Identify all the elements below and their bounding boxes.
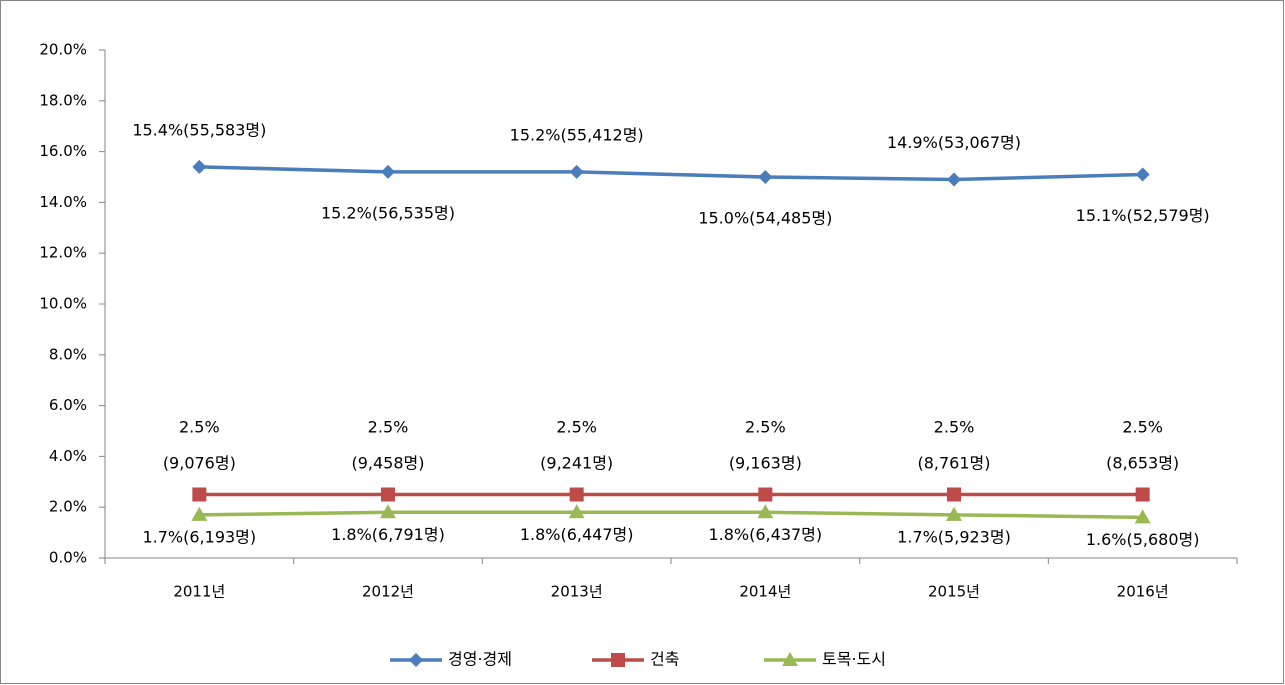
legend-marker — [611, 653, 625, 667]
series-line — [199, 510, 1143, 520]
y-tick-label: 4.0% — [49, 447, 87, 465]
data-label: 15.2%(56,535명) — [321, 203, 455, 222]
x-tick-label: 2011년 — [173, 583, 225, 601]
data-point — [946, 506, 962, 521]
x-tick-label: 2016년 — [1117, 583, 1169, 601]
data-label: 1.8%(6,437명) — [708, 525, 822, 544]
y-tick-label: 0.0% — [49, 549, 87, 567]
data-point — [568, 504, 585, 519]
y-tick-label: 12.0% — [39, 244, 87, 262]
data-label: 2.5% (9,076명) — [163, 417, 236, 472]
data-label: 1.7%(5,923명) — [897, 527, 1011, 546]
x-tick-label: 2013년 — [551, 583, 603, 601]
series-line — [199, 165, 1143, 182]
x-tick-label: 2012년 — [362, 583, 414, 601]
legend-label: 경영·경제 — [448, 650, 512, 669]
y-tick-label: 8.0% — [49, 345, 87, 363]
data-point — [192, 487, 207, 502]
y-tick-label: 18.0% — [39, 91, 87, 109]
data-point — [569, 164, 584, 179]
data-label: 15.1%(52,579명) — [1076, 206, 1210, 225]
legend-label: 토목·도시 — [822, 650, 886, 669]
data-point — [758, 170, 773, 184]
data-label: 14.9%(53,067명) — [887, 133, 1021, 152]
data-point — [381, 487, 395, 502]
data-label: 1.6%(5,680명) — [1086, 530, 1200, 549]
data-label: 15.4%(55,583명) — [132, 120, 266, 139]
y-tick-label: 14.0% — [39, 193, 87, 211]
legend-marker — [782, 652, 798, 666]
legend-label: 건축 — [650, 650, 679, 669]
data-label: 15.2%(55,412명) — [510, 125, 644, 144]
x-tick-label: 2014년 — [739, 583, 791, 601]
y-tick-label: 6.0% — [49, 396, 87, 414]
data-point — [947, 172, 961, 187]
y-tick-label: 2.0% — [49, 498, 87, 516]
data-label: 1.8%(6,447명) — [520, 525, 634, 544]
y-tick-label: 20.0% — [39, 41, 87, 59]
data-label: 2.5% (9,163명) — [729, 417, 802, 472]
data-point — [757, 504, 774, 519]
data-point — [381, 164, 395, 179]
x-tick-label: 2015년 — [928, 583, 980, 601]
data-point — [380, 504, 396, 519]
data-label: 2.5% (8,653명) — [1106, 417, 1179, 472]
data-point — [569, 487, 584, 502]
data-point — [1135, 167, 1150, 182]
data-label: 1.7%(6,193명) — [142, 527, 256, 546]
y-tick-label: 10.0% — [39, 295, 87, 313]
data-label: 2.5% (9,241명) — [540, 417, 613, 472]
data-label: 1.8%(6,791명) — [331, 525, 445, 544]
data-point — [1134, 509, 1151, 524]
data-label: 15.0%(54,485명) — [698, 209, 832, 228]
data-point — [191, 506, 208, 521]
data-label: 2.5% (8,761명) — [917, 417, 990, 472]
data-point — [1135, 487, 1150, 502]
data-label: 2.5% (9,458명) — [351, 417, 424, 472]
data-point — [758, 487, 773, 502]
data-point — [947, 487, 961, 502]
legend-marker — [409, 653, 423, 667]
data-point — [192, 159, 207, 174]
y-tick-label: 16.0% — [39, 142, 87, 160]
